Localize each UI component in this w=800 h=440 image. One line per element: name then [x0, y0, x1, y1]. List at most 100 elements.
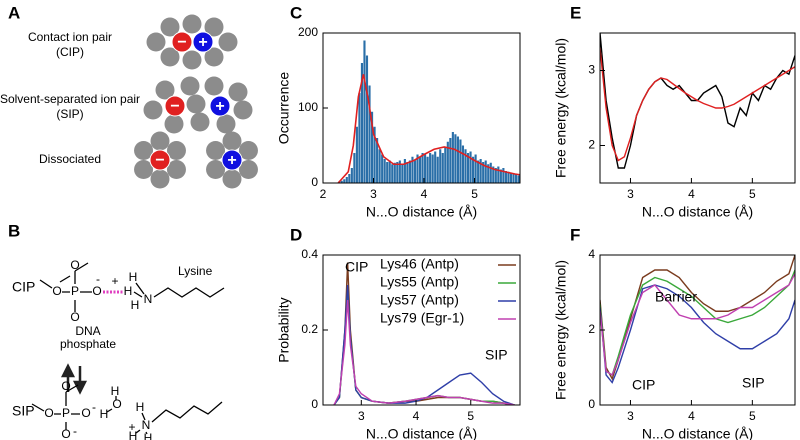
- y-tick-label: 3: [588, 63, 595, 77]
- bar: [431, 154, 434, 183]
- bar: [408, 160, 411, 183]
- bar: [370, 111, 374, 183]
- legend-label: Lys55 (Antp): [380, 274, 459, 290]
- ion: [149, 149, 171, 171]
- bar: [416, 154, 419, 183]
- chain: [135, 401, 223, 435]
- water: [180, 76, 200, 96]
- bar: [444, 147, 447, 183]
- series-line: [600, 284, 795, 384]
- bar: [396, 162, 399, 183]
- atom: N: [142, 418, 151, 432]
- bar: [517, 175, 520, 183]
- bar: [434, 151, 437, 183]
- plot-area: [600, 33, 795, 169]
- bar: [418, 156, 422, 183]
- bar: [474, 154, 477, 183]
- atom: O: [61, 379, 70, 393]
- bar: [507, 171, 510, 183]
- bar: [401, 164, 404, 183]
- water: [216, 114, 236, 134]
- bar: [340, 180, 343, 183]
- bar: [449, 138, 452, 183]
- atom: H: [100, 407, 109, 421]
- ion: [209, 95, 231, 117]
- atom: N: [144, 292, 153, 306]
- y-tick-label: 100: [298, 100, 318, 114]
- water: [166, 141, 186, 160]
- bar: [446, 141, 449, 183]
- row-label: (SIP): [56, 107, 83, 121]
- y-tick-label: 2: [588, 138, 595, 152]
- charge: +: [128, 420, 135, 434]
- atom: H: [129, 270, 138, 284]
- bar: [456, 136, 459, 183]
- bar: [386, 162, 389, 183]
- x-tick-label: 3: [627, 409, 634, 423]
- atom: H: [124, 284, 133, 298]
- y-tick-label: 0: [311, 175, 318, 189]
- annotation: Barrier: [655, 289, 697, 305]
- bond: [31, 384, 80, 430]
- x-tick-label: 3: [627, 187, 634, 201]
- molecule-label: phosphate: [60, 337, 116, 351]
- bar: [477, 160, 480, 183]
- atom: P: [62, 406, 70, 420]
- atom: O: [70, 258, 79, 272]
- equilibrium-arrows: [60, 363, 88, 395]
- bar: [345, 177, 348, 183]
- bar: [492, 166, 495, 183]
- water: [160, 47, 180, 67]
- water: [204, 47, 224, 67]
- atom: O: [112, 397, 121, 411]
- panel-letter: C: [290, 3, 302, 22]
- water: [204, 17, 224, 37]
- bar: [376, 138, 379, 183]
- bond: [106, 396, 117, 413]
- y-tick-label: 0: [311, 397, 318, 411]
- bar: [464, 149, 467, 183]
- bar: [504, 171, 507, 183]
- bar: [360, 63, 364, 183]
- legend-label: Lys46 (Antp): [380, 256, 459, 272]
- water: [222, 131, 242, 151]
- axes-frame: [599, 32, 796, 184]
- bar: [391, 164, 394, 183]
- bar: [499, 169, 502, 183]
- x-axis-label: N...O distance (Å): [366, 426, 477, 440]
- legend-label: Lys57 (Antp): [380, 292, 459, 308]
- x-tick-label: 4: [421, 187, 428, 201]
- water: [164, 114, 184, 134]
- bar: [439, 149, 442, 183]
- x-tick-label: 5: [471, 187, 478, 201]
- x-tick-label: 3: [358, 409, 365, 423]
- water: [204, 76, 224, 96]
- bond: [39, 262, 92, 312]
- bar: [459, 139, 462, 183]
- water: [190, 112, 210, 132]
- axes-frame: [599, 254, 796, 406]
- water: [233, 100, 253, 120]
- bar: [424, 154, 427, 183]
- water: [143, 100, 163, 120]
- state-label: CIP: [12, 279, 35, 295]
- bar: [494, 168, 497, 183]
- bar: [378, 149, 381, 183]
- panel-a: A Contact ion pair (CIP) Solvent-separat…: [0, 3, 258, 189]
- series-line: [333, 299, 515, 405]
- bar: [348, 174, 351, 183]
- y-tick-label: 200: [298, 25, 318, 39]
- bar: [497, 166, 500, 183]
- panel-letter: E: [570, 3, 581, 22]
- bar: [368, 85, 371, 183]
- bar: [373, 126, 376, 183]
- water: [134, 160, 154, 179]
- fit-line: [337, 74, 520, 183]
- y-tick-label: 0.2: [301, 322, 318, 336]
- water: [206, 141, 226, 160]
- x-axis-label: N...O distance (Å): [642, 204, 753, 220]
- atom: H: [111, 384, 120, 398]
- bar: [353, 153, 356, 183]
